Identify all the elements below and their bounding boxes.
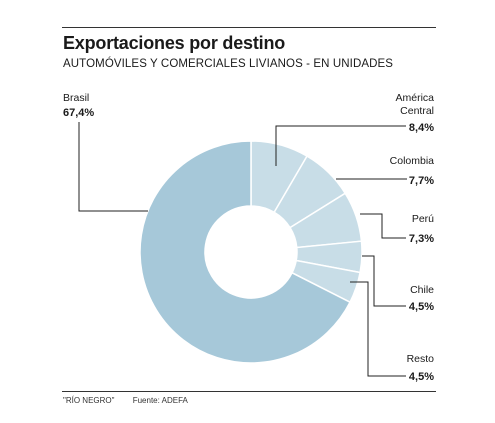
slice-value-brasil: 67,4%: [63, 107, 94, 119]
leader-line-brasil: [78, 122, 148, 212]
chart-title: Exportaciones por destino: [63, 33, 286, 53]
leader-line-resto: [350, 281, 406, 377]
slice-value-colombia: 7,7%: [409, 175, 434, 187]
slice-label-america-central: América Central: [395, 92, 434, 117]
leader-line-america-central: [275, 125, 406, 166]
footer: "RÍO NEGRO" Fuente: ADEFA: [63, 396, 204, 405]
slice-brasil: [139, 140, 352, 364]
slice-value-resto: 4,5%: [409, 371, 434, 383]
slice-label-peru: Perú: [412, 213, 434, 225]
bottom-rule: [62, 391, 436, 392]
footer-newspaper: "RÍO NEGRO": [63, 396, 115, 405]
slice-value-peru: 7,3%: [409, 233, 434, 245]
slice-label-resto: Resto: [407, 353, 435, 365]
leader-line-chile: [362, 255, 406, 307]
slice-value-america-central: 8,4%: [409, 122, 434, 134]
top-rule: [62, 27, 436, 28]
footer-source: Fuente: ADEFA: [132, 396, 188, 405]
slice-label-colombia: Colombia: [390, 155, 435, 167]
slice-label-brasil: Brasil: [63, 92, 89, 104]
leader-line-peru: [360, 213, 406, 239]
slice-label-chile: Chile: [410, 284, 434, 296]
slice-value-chile: 4,5%: [409, 301, 434, 313]
chart-subtitle: AUTOMÓVILES Y COMERCIALES LIVIANOS - EN …: [63, 58, 394, 70]
